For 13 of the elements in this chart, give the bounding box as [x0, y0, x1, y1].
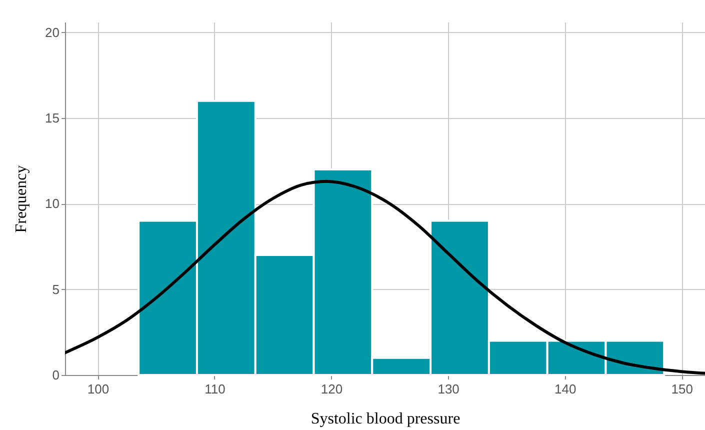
y-tick-label: 20 — [45, 24, 60, 40]
y-tick-label: 5 — [52, 282, 60, 297]
x-tick-label: 100 — [87, 382, 110, 396]
x-tick-label: 140 — [554, 382, 576, 396]
y-tick-label: 0 — [52, 368, 60, 382]
x-tick-label: 150 — [671, 382, 693, 396]
x-tick-label: 110 — [204, 382, 226, 396]
x-tick-label: 120 — [320, 382, 343, 396]
y-axis-title: Frequency — [13, 165, 30, 233]
x-axis-title: Systolic blood pressure — [310, 410, 460, 428]
y-tick-label: 10 — [45, 196, 60, 212]
x-tick-label: 130 — [438, 382, 460, 396]
y-tick-label: 15 — [45, 110, 60, 126]
